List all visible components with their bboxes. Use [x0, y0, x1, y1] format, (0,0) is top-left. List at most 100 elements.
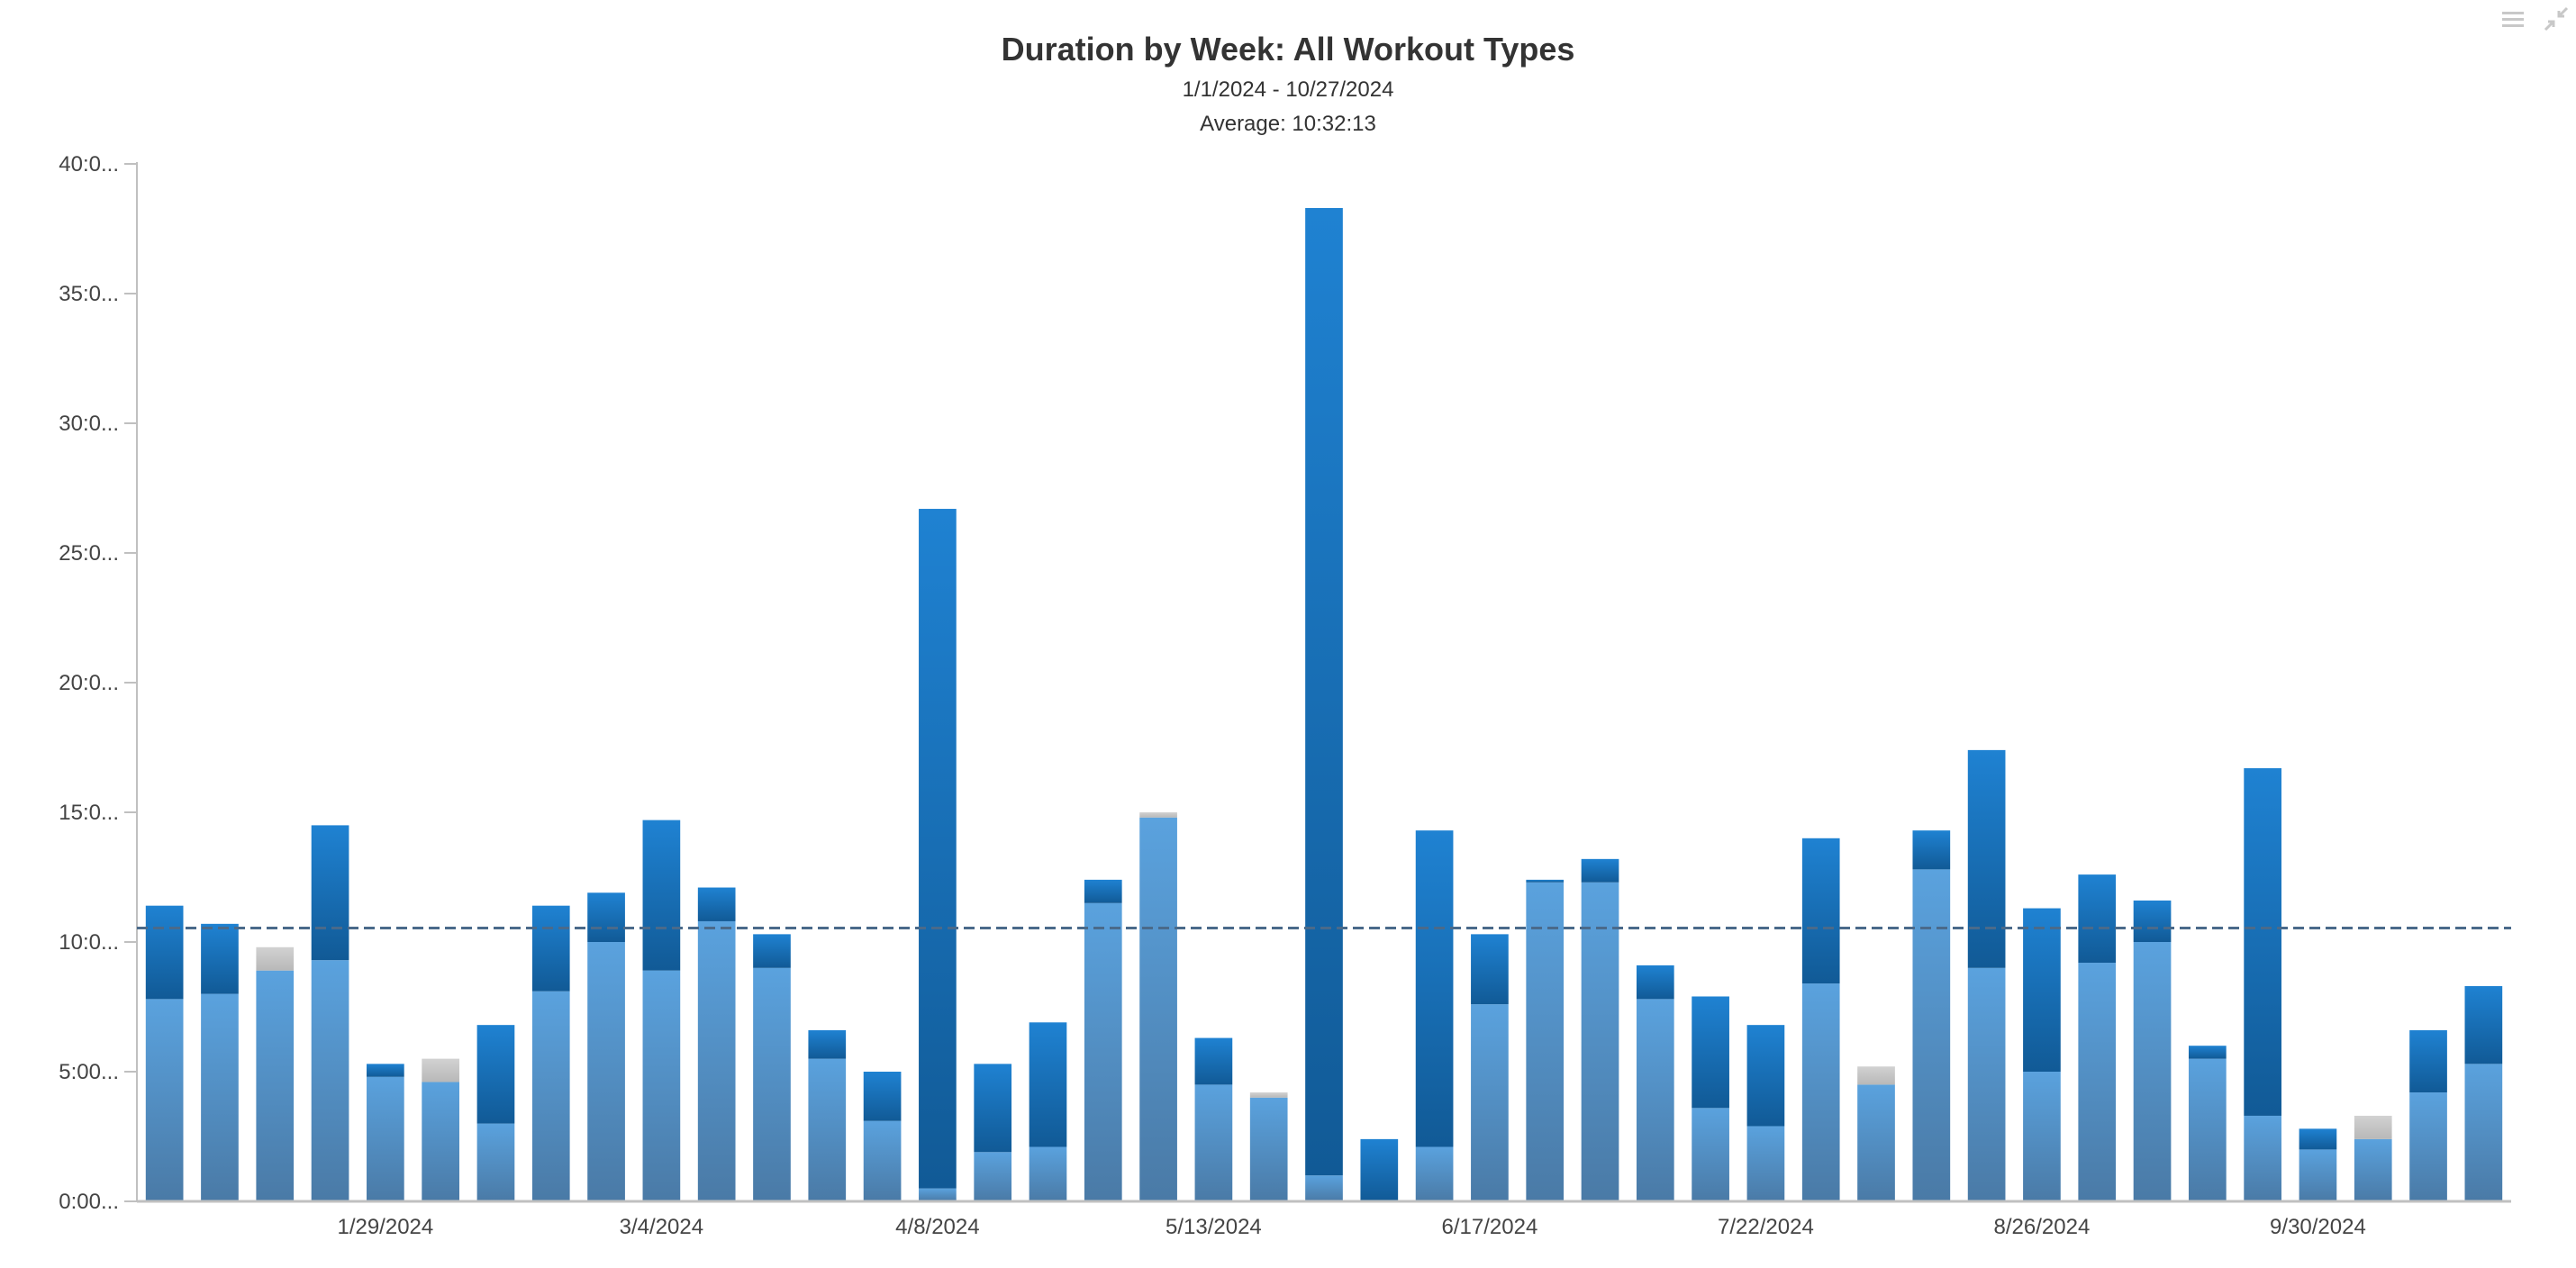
bar-segment-series-1-week-0[interactable]	[145, 905, 184, 1000]
bar-segment-series-0-week-8[interactable]	[587, 942, 625, 1201]
bar-segment-series-1-week-14[interactable]	[919, 509, 957, 1189]
bar-segment-series-0-week-21[interactable]	[1305, 1175, 1343, 1201]
collapse-arrows-icon[interactable]	[2544, 6, 2569, 32]
bar-segment-series-0-week-19[interactable]	[1194, 1084, 1233, 1201]
bar-segment-series-1-week-11[interactable]	[753, 934, 791, 968]
bar-segment-series-0-week-36[interactable]	[2133, 942, 2172, 1201]
bar-segment-series-0-week-5[interactable]	[422, 1082, 460, 1201]
bar-segment-series-0-week-4[interactable]	[367, 1076, 404, 1201]
bar-segment-series-1-week-39[interactable]	[2299, 1128, 2337, 1150]
bar-segment-series-1-week-28[interactable]	[1692, 996, 1729, 1109]
bar-segment-series-1-week-9[interactable]	[642, 820, 681, 971]
bar-segment-series-0-week-37[interactable]	[2188, 1058, 2227, 1201]
bar-segment-series-0-week-20[interactable]	[1249, 1097, 1288, 1201]
bar-segment-series-1-week-3[interactable]	[311, 825, 349, 961]
bar-segment-series-0-week-13[interactable]	[863, 1120, 902, 1201]
bar-segment-series-2-week-40[interactable]	[2354, 1115, 2392, 1139]
hamburger-menu-icon[interactable]	[2500, 6, 2526, 32]
bar-segment-series-0-week-38[interactable]	[2244, 1115, 2281, 1201]
bar-segment-series-0-week-27[interactable]	[1636, 999, 1674, 1201]
bar-segment-series-1-week-37[interactable]	[2188, 1046, 2227, 1059]
bar-segment-series-1-week-27[interactable]	[1636, 965, 1674, 1000]
bar-segment-series-1-week-15[interactable]	[974, 1064, 1012, 1153]
bar-segment-series-1-week-25[interactable]	[1526, 879, 1565, 883]
bar-segment-series-0-week-0[interactable]	[145, 999, 184, 1201]
bar-segment-series-1-week-1[interactable]	[201, 923, 239, 994]
bar-segment-series-1-week-41[interactable]	[2409, 1029, 2447, 1093]
bar-segment-series-2-week-18[interactable]	[1139, 812, 1177, 818]
bar-segment-series-1-week-42[interactable]	[2464, 985, 2503, 1064]
bar-segment-series-0-week-11[interactable]	[753, 967, 791, 1201]
bar-segment-series-0-week-39[interactable]	[2299, 1149, 2337, 1201]
bar-segment-series-1-week-6[interactable]	[476, 1025, 515, 1124]
y-tick-label: 5:00...	[59, 1060, 119, 1084]
bar-segment-series-0-week-30[interactable]	[1801, 983, 1840, 1201]
chart-date-range: 1/1/2024 - 10/27/2024	[1182, 77, 1394, 102]
bar-segment-series-0-week-18[interactable]	[1139, 817, 1177, 1201]
bar-segment-series-1-week-22[interactable]	[1360, 1138, 1399, 1201]
bar-segment-series-0-week-9[interactable]	[642, 970, 681, 1201]
bar-segment-series-2-week-5[interactable]	[422, 1058, 460, 1082]
bar-segment-series-0-week-31[interactable]	[1857, 1084, 1895, 1201]
bar-segment-series-1-week-23[interactable]	[1415, 830, 1454, 1147]
bar-segment-series-1-week-35[interactable]	[2078, 874, 2117, 964]
y-tick-label: 25:0...	[59, 541, 119, 566]
bar-segment-series-0-week-40[interactable]	[2354, 1138, 2392, 1201]
bar-segment-series-1-week-17[interactable]	[1084, 879, 1122, 903]
bar-segment-series-1-week-12[interactable]	[808, 1029, 847, 1059]
bar-segment-series-0-week-17[interactable]	[1084, 902, 1122, 1201]
y-tick-label: 30:0...	[59, 412, 119, 436]
bar-segment-series-1-week-34[interactable]	[2023, 908, 2061, 1072]
bar-segment-series-0-week-23[interactable]	[1415, 1146, 1454, 1201]
bar-segment-series-0-week-32[interactable]	[1912, 869, 1951, 1201]
bar-segment-series-1-week-33[interactable]	[1967, 749, 2006, 968]
bar-segment-series-1-week-32[interactable]	[1912, 830, 1951, 870]
bar-segment-series-1-week-30[interactable]	[1801, 838, 1840, 984]
bar-segment-series-0-week-29[interactable]	[1746, 1126, 1785, 1201]
bar-segment-series-0-week-15[interactable]	[974, 1152, 1012, 1201]
bar-segment-series-0-week-26[interactable]	[1581, 882, 1619, 1201]
bar-segment-series-0-week-33[interactable]	[1967, 967, 2006, 1201]
bar-segment-series-0-week-6[interactable]	[476, 1123, 515, 1201]
bar-segment-series-1-week-13[interactable]	[863, 1072, 902, 1121]
bar-segment-series-0-week-16[interactable]	[1029, 1146, 1067, 1201]
bar-segment-series-0-week-35[interactable]	[2078, 963, 2117, 1201]
bar-segment-series-1-week-29[interactable]	[1746, 1025, 1785, 1127]
bar-segment-series-0-week-42[interactable]	[2464, 1064, 2503, 1201]
y-tick-label: 0:00...	[59, 1190, 119, 1214]
bar-segment-series-0-week-12[interactable]	[808, 1058, 847, 1201]
y-tick-label: 15:0...	[59, 801, 119, 825]
bar-segment-series-0-week-3[interactable]	[311, 960, 349, 1201]
bar-segment-series-1-week-21[interactable]	[1305, 207, 1343, 1176]
bar-segment-series-1-week-7[interactable]	[531, 905, 570, 992]
bar-segment-series-2-week-31[interactable]	[1857, 1066, 1895, 1085]
bar-segment-series-0-week-1[interactable]	[201, 993, 239, 1201]
bar-segment-series-0-week-34[interactable]	[2023, 1072, 2061, 1201]
bar-segment-series-1-week-24[interactable]	[1471, 934, 1509, 1005]
bar-segment-series-1-week-4[interactable]	[367, 1064, 404, 1077]
bar-segment-series-1-week-26[interactable]	[1581, 858, 1619, 883]
bar-segment-series-1-week-36[interactable]	[2133, 900, 2172, 942]
y-tick-label: 40:0...	[59, 152, 119, 177]
bar-segment-series-0-week-24[interactable]	[1471, 1004, 1509, 1201]
bar-segment-series-0-week-10[interactable]	[697, 920, 736, 1201]
bar-segment-series-0-week-41[interactable]	[2409, 1092, 2447, 1201]
bar-segment-series-0-week-25[interactable]	[1526, 882, 1565, 1201]
bar-segment-series-0-week-2[interactable]	[256, 970, 295, 1201]
bar-segment-series-1-week-8[interactable]	[587, 892, 625, 942]
bar-segment-series-0-week-14[interactable]	[919, 1188, 957, 1201]
bar-segment-series-0-week-7[interactable]	[531, 991, 570, 1201]
x-tick-label: 1/29/2024	[337, 1215, 433, 1239]
bar-segment-series-0-week-28[interactable]	[1692, 1108, 1729, 1201]
bar-segment-series-1-week-10[interactable]	[697, 887, 736, 921]
y-tick-label: 20:0...	[59, 671, 119, 695]
bar-segment-series-1-week-38[interactable]	[2244, 768, 2281, 1116]
bar-segment-series-2-week-20[interactable]	[1249, 1092, 1288, 1098]
x-tick-label: 5/13/2024	[1166, 1215, 1262, 1239]
bar-segment-series-1-week-19[interactable]	[1194, 1037, 1233, 1085]
bar-segment-series-2-week-2[interactable]	[256, 946, 295, 971]
x-tick-label: 3/4/2024	[620, 1215, 703, 1239]
chart-toolbar	[2500, 4, 2569, 34]
bar-segment-series-1-week-16[interactable]	[1029, 1022, 1067, 1147]
